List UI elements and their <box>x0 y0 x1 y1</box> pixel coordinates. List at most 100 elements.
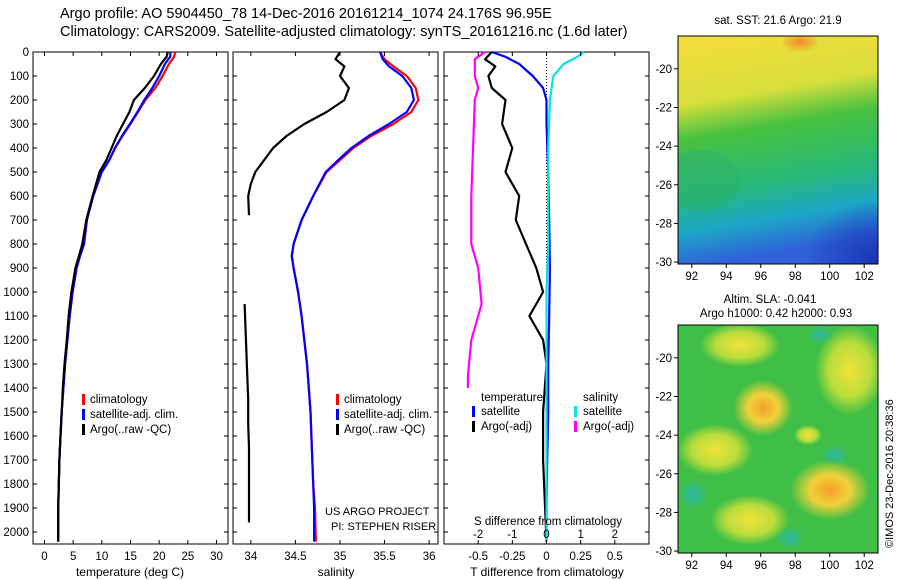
x-tick-label: 20 <box>153 551 166 563</box>
temperature-plot: 0 5 10 15 20 25 30 <box>41 51 223 563</box>
depth-tick-label: 0 <box>23 47 29 59</box>
depth-tick-label: 1200 <box>3 335 29 347</box>
s-diff-tick-label: -2 <box>473 529 483 541</box>
temperature-xlabel: temperature (deg C) <box>76 565 184 579</box>
lat-tick-label: -20 <box>655 64 672 76</box>
legend-swatch-climatology <box>336 394 339 405</box>
sst-map-axes: 92 94 96 98 100 102 -20 -22 -24 -26 -28 -30 <box>655 64 873 283</box>
lon-tick-label: 98 <box>789 271 802 283</box>
s-diff-tick-label: 0 <box>543 529 549 541</box>
x-tick-label: 5 <box>70 551 76 563</box>
sst-map-title: sat. SST: 21.6 Argo: 21.9 <box>714 15 841 27</box>
figure-title-line2: Climatology: CARS2009. Satellite-adjuste… <box>60 24 628 40</box>
t-diff-tick-label: 0.5 <box>607 551 623 563</box>
series-line-satellite-adj-clim <box>290 51 415 542</box>
legend-title-salinity: salinity <box>583 392 618 404</box>
salinity-plot: 34 34.5 35 35.5 36 <box>243 51 436 563</box>
series-line-argo-raw-qc <box>247 51 350 216</box>
depth-tick-label: 500 <box>10 167 29 179</box>
legend-swatch-satellite <box>82 409 85 420</box>
x-tick-label: 35 <box>334 551 347 563</box>
series-line-climatology <box>290 51 420 542</box>
lat-tick-label: -20 <box>655 353 672 365</box>
legend-label: climatology <box>344 394 402 406</box>
x-tick-label: 25 <box>181 551 194 563</box>
lon-tick-label: 98 <box>789 560 802 572</box>
lat-tick-label: -24 <box>655 430 672 442</box>
legend-label: Argo(-adj) <box>481 421 532 433</box>
series-line-sal-satellite <box>545 51 585 542</box>
sla-map-subtitle: Argo h1000: 0.42 h2000: 0.93 <box>700 308 852 320</box>
t-diff-tick-label: -0.25 <box>499 551 525 563</box>
sla-map-axes: 92 94 96 98 100 102 -20 -22 -24 -26 -28 -30 <box>655 353 873 572</box>
depth-tick-label: 300 <box>10 119 29 131</box>
s-diff-tick-label: 2 <box>612 529 618 541</box>
x-tick-label: 10 <box>95 551 108 563</box>
legend-label: Argo(..raw -QC) <box>90 424 171 436</box>
lon-tick-label: 102 <box>855 560 874 572</box>
lon-tick-label: 100 <box>820 271 839 283</box>
depth-axis: 0100200300400500600700800900100011001200… <box>3 47 649 539</box>
sla-map-title: Altim. SLA: -0.041 <box>724 294 817 306</box>
lat-tick-label: -28 <box>655 218 672 230</box>
difference-plot: -0.5 -0.25 0 0.25 0.5 -2 -1 0 1 2 <box>466 50 623 563</box>
depth-tick-label: 400 <box>10 143 29 155</box>
t-diff-tick-label: 0 <box>543 551 549 563</box>
depth-tick-label: 800 <box>10 239 29 251</box>
lon-tick-label: 96 <box>754 560 767 572</box>
t-difference-xlabel: T difference from climatology <box>470 565 624 579</box>
lon-tick-label: 96 <box>754 271 767 283</box>
depth-tick-label: 600 <box>10 191 29 203</box>
sst-map-frame <box>677 35 879 265</box>
lat-tick-label: -28 <box>655 507 672 519</box>
x-tick-label: 36 <box>423 551 436 563</box>
lon-tick-label: 94 <box>720 271 733 283</box>
series-line-argo-adj <box>483 51 548 542</box>
s-diff-tick-label: 1 <box>577 529 583 541</box>
lat-tick-label: -26 <box>655 469 672 481</box>
lat-tick-label: -22 <box>655 102 672 114</box>
figure-title-line1: Argo profile: AO 5904450_78 14-Dec-2016 … <box>60 6 552 22</box>
legend-label: satellite <box>481 406 520 418</box>
lon-tick-label: 92 <box>685 271 698 283</box>
lon-tick-label: 94 <box>720 560 733 572</box>
x-tick-label: 15 <box>124 551 137 563</box>
s-diff-tick-label: -1 <box>507 529 517 541</box>
lat-tick-label: -22 <box>655 391 672 403</box>
depth-tick-label: 1700 <box>3 455 29 467</box>
difference-legend: temperature salinity satellite Argo(-adj… <box>472 392 634 433</box>
pi-annotation: PI: STEPHEN RISER <box>331 521 436 533</box>
legend-title-temperature: temperature <box>481 392 543 404</box>
lat-tick-label: -30 <box>655 546 672 558</box>
depth-tick-label: 1300 <box>3 359 29 371</box>
depth-tick-label: 700 <box>10 215 29 227</box>
depth-tick-label: 1400 <box>3 383 29 395</box>
series-line-satellite-adj-clim <box>57 51 172 542</box>
depth-tick-label: 1600 <box>3 431 29 443</box>
sla-heatmap <box>678 325 878 553</box>
lat-tick-label: -24 <box>655 141 672 153</box>
series-line-argo-raw-qc <box>57 51 169 542</box>
legend-swatch-t-argo <box>472 421 475 432</box>
legend-label: satellite-adj. clim. <box>344 409 432 421</box>
series-line-sal-argo-adj <box>466 51 486 388</box>
legend-swatch-s-satellite <box>574 406 577 417</box>
legend-swatch-argo <box>336 424 339 435</box>
salinity-panel-frame <box>232 51 439 545</box>
legend-label: Argo(..raw -QC) <box>344 424 425 436</box>
sla-map-frame <box>677 324 879 554</box>
legend-label: Argo(-adj) <box>583 421 634 433</box>
series-line-climatology <box>57 51 177 542</box>
depth-tick-label: 1500 <box>3 407 29 419</box>
lon-tick-label: 102 <box>855 271 874 283</box>
depth-tick-label: 1100 <box>4 311 29 323</box>
legend-label: climatology <box>90 394 148 406</box>
depth-tick-label: 2000 <box>3 527 29 539</box>
legend-label: satellite-adj. clim. <box>90 409 178 421</box>
x-tick-label: 0 <box>41 551 47 563</box>
salinity-legend: climatology satellite-adj. clim. Argo(..… <box>336 394 432 436</box>
x-tick-label: 30 <box>210 551 223 563</box>
legend-label: satellite <box>583 406 622 418</box>
series-line-argo-raw-qc-deep <box>243 303 251 523</box>
legend-swatch-climatology <box>82 394 85 405</box>
